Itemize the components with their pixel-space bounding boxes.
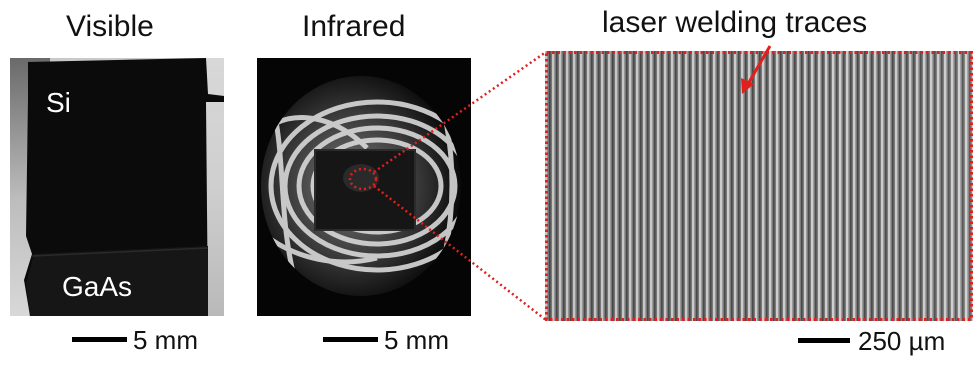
si-label: Si	[46, 87, 71, 118]
zoom-scale-bar: 250 µm	[798, 327, 970, 355]
infrared-panel-title: Infrared	[302, 10, 406, 43]
visible-scale-bar: 5 mm	[72, 326, 232, 354]
visible-scale-label: 5 mm	[133, 325, 198, 355]
gaas-label: GaAs	[62, 271, 133, 302]
laser-welding-annotation: laser welding traces	[602, 6, 868, 39]
visible-panel-title: Visible	[66, 10, 154, 43]
visible-image: Si GaAs	[10, 58, 224, 316]
infrared-image	[257, 58, 471, 316]
zoom-scale-label: 250 µm	[858, 326, 946, 356]
infrared-scale-bar: 5 mm	[323, 326, 483, 354]
infrared-scale-label: 5 mm	[384, 325, 449, 355]
microscope-image	[545, 51, 973, 321]
